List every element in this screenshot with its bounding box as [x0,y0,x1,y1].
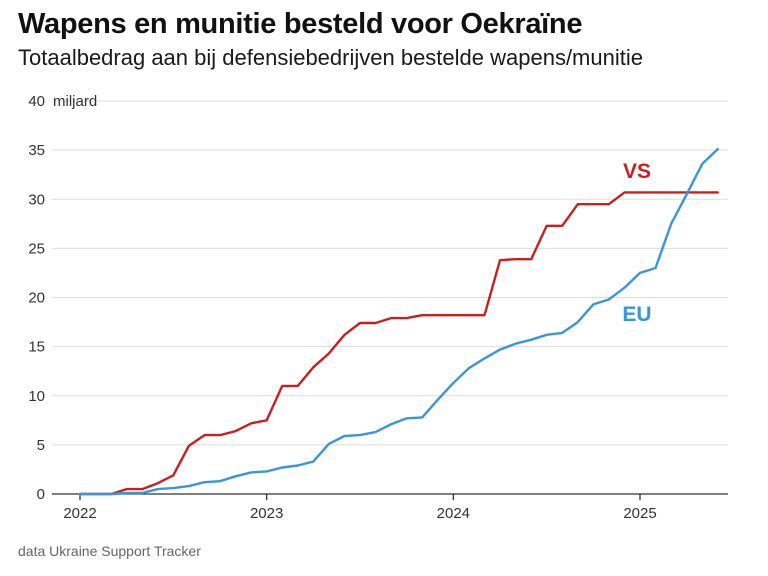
gridlines [52,100,728,446]
y-tick-label-0: 0 [37,486,45,503]
x-tick-label-2022: 2022 [63,505,96,522]
y-tick-label-20: 20 [28,290,45,307]
y-tick-label-25: 25 [28,240,45,257]
series-labels: VS EU [622,160,651,326]
y-axis-unit-label: miljard [53,93,97,110]
y-tick-label-15: 15 [28,339,45,356]
y-tick-label-10: 10 [28,388,45,405]
x-tick-label-2023: 2023 [250,505,283,522]
y-axis-ticks: 0 5 10 15 20 25 30 35 40 miljard [28,93,97,503]
x-tick-label-2024: 2024 [437,505,470,522]
y-tick-label-30: 30 [28,191,45,208]
series-line-eu [78,147,719,496]
series-lines [78,147,719,496]
y-tick-label-35: 35 [28,142,45,159]
source-note: data Ukraine Support Tracker [18,543,201,559]
x-tick-label-2025: 2025 [623,505,656,522]
chart-title: Wapens en munitie besteld voor Oekraïne [18,8,583,40]
y-tick-label-40: 40 [28,93,45,110]
x-axis: 2022 2023 2024 2025 [52,493,728,522]
series-line-vs [78,191,719,496]
chart-subtitle: Totaalbedrag aan bij defensiebedrijven b… [18,45,643,70]
series-label-vs: VS [623,160,651,183]
series-label-eu: EU [622,303,651,326]
y-tick-label-5: 5 [37,437,45,454]
